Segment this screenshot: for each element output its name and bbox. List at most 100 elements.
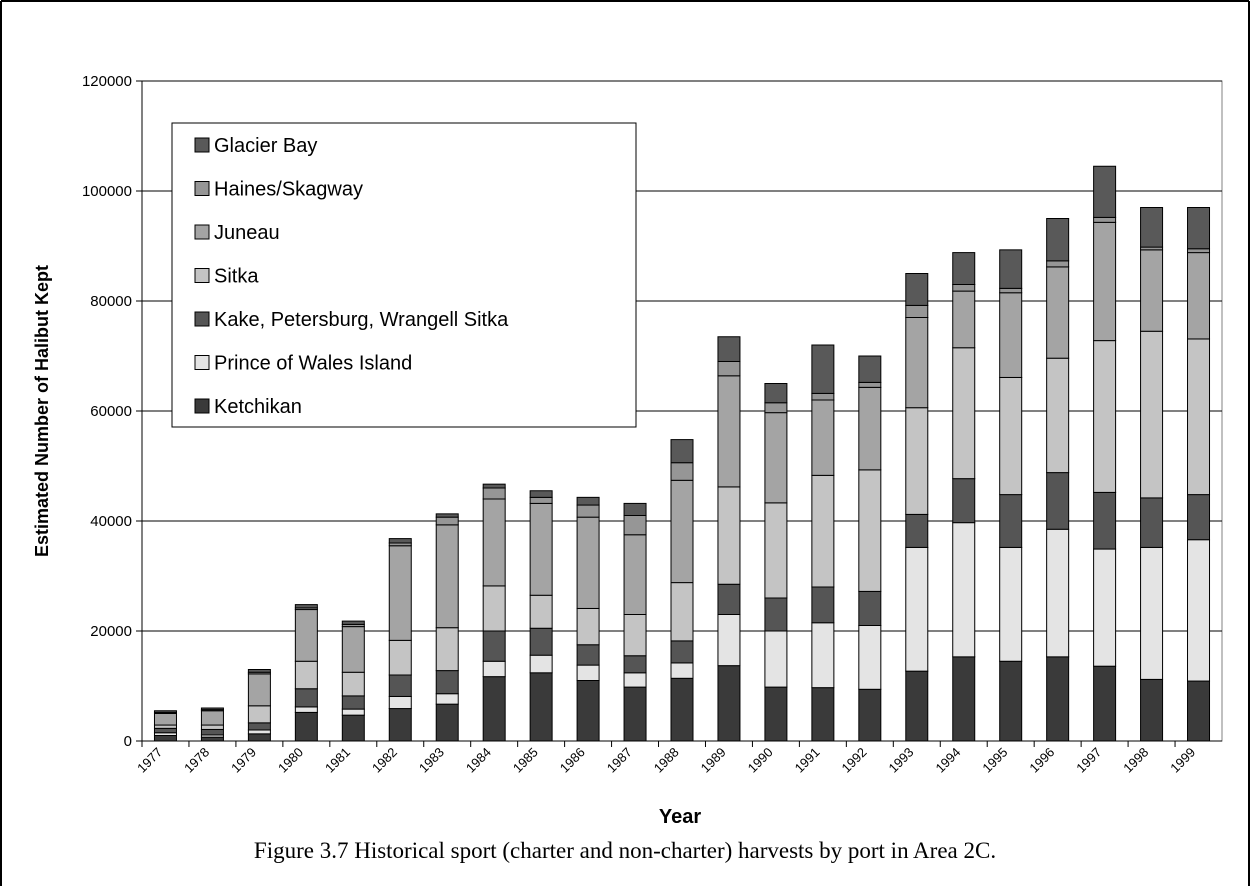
bar-segment	[153, 713, 177, 726]
bar-segment	[482, 676, 506, 742]
bar-segment	[153, 735, 177, 742]
bar-segment	[1187, 207, 1211, 250]
bar-segment	[576, 496, 600, 506]
bar-segment	[435, 516, 459, 526]
bar-segment	[1140, 249, 1164, 332]
bar-segment	[200, 724, 224, 730]
bar-segment	[717, 614, 741, 667]
bar-segment	[576, 644, 600, 666]
bar-segment	[623, 534, 647, 615]
x-tick-label: 1983	[416, 745, 447, 776]
bar-segment	[529, 502, 553, 596]
bar-segment	[858, 355, 882, 383]
bar-segment	[670, 640, 694, 664]
bar-segment	[764, 686, 788, 742]
bar-segment	[1046, 656, 1070, 742]
bar-segment	[952, 252, 976, 286]
bar-segment	[529, 627, 553, 656]
legend-label: Glacier Bay	[214, 135, 317, 157]
bar-segment	[905, 273, 929, 306]
bar-segment	[388, 708, 412, 742]
bar-segment	[623, 672, 647, 688]
x-tick-label: 1981	[322, 745, 353, 776]
bar-segment	[482, 483, 506, 489]
bar-segment	[1187, 494, 1211, 541]
bar-segment	[341, 714, 365, 742]
bar-segment	[717, 486, 741, 585]
bar-segment	[388, 538, 412, 544]
bar-segment	[529, 594, 553, 629]
x-tick-label: 1991	[792, 745, 823, 776]
bar-segment	[1093, 221, 1117, 342]
bar-segment	[764, 402, 788, 414]
bar-segment	[811, 344, 835, 394]
bar-segment	[482, 487, 506, 500]
bar-segment	[623, 515, 647, 536]
bar-segment	[482, 498, 506, 587]
bar-segment	[435, 627, 459, 672]
bar-segment	[200, 707, 224, 711]
bar-segment	[576, 680, 600, 742]
x-tick-label: 1989	[698, 745, 729, 776]
bar-segment	[905, 513, 929, 548]
legend-label: Prince of Wales Island	[214, 353, 412, 375]
bar-segment	[811, 474, 835, 588]
bar-segment	[482, 585, 506, 632]
bar-segment	[858, 381, 882, 388]
bar-segment	[1093, 491, 1117, 550]
bar-segment	[999, 287, 1023, 294]
x-tick-label: 1986	[557, 745, 588, 776]
bar-segment	[811, 622, 835, 689]
bar-segment	[294, 604, 318, 609]
bar-segment	[294, 706, 318, 713]
bar-segment	[1046, 260, 1070, 268]
bar-segment	[435, 524, 459, 629]
x-tick-label: 1990	[745, 745, 776, 776]
x-tick-label: 1979	[228, 745, 259, 776]
bar-segment	[1187, 338, 1211, 496]
bar-segment	[811, 392, 835, 401]
bar-segment	[858, 688, 882, 742]
bar-segment	[341, 708, 365, 716]
bar-segment	[811, 399, 835, 476]
bar-segment	[1140, 207, 1164, 248]
bar-segment	[294, 688, 318, 708]
bar-segment	[1187, 248, 1211, 254]
bar-segment	[247, 729, 271, 735]
bar-segment	[670, 677, 694, 742]
legend-label: Sitka	[214, 266, 259, 288]
bar-segment	[435, 513, 459, 518]
bar-segment	[1046, 266, 1070, 359]
bar-segment	[764, 383, 788, 404]
bar-segment	[858, 590, 882, 627]
bar-segment	[811, 687, 835, 742]
bar-segment	[247, 669, 271, 673]
bar-segment	[1187, 252, 1211, 340]
bar-segment	[1046, 472, 1070, 530]
bar-segment	[717, 665, 741, 742]
bar-segment	[764, 630, 788, 688]
bar-segment	[576, 504, 600, 518]
bar-segment	[153, 710, 177, 713]
x-tick-label: 1995	[979, 745, 1010, 776]
bar-segment	[858, 625, 882, 690]
bar-segment	[576, 664, 600, 681]
bar-segment	[811, 586, 835, 624]
bar-segment	[670, 582, 694, 642]
bar-segment	[999, 546, 1023, 662]
legend-swatch	[194, 137, 210, 153]
bar-segment	[1093, 216, 1117, 223]
bar-segment	[717, 361, 741, 377]
x-axis-label: Year	[659, 806, 701, 828]
bar-segment	[200, 728, 224, 736]
legend-swatch	[194, 355, 210, 370]
bar-segment	[999, 660, 1023, 742]
bar-segment	[905, 317, 929, 409]
bar-segment	[1093, 665, 1117, 742]
bar-segment	[717, 375, 741, 488]
x-tick-label: 1984	[463, 745, 494, 776]
x-tick-label: 1997	[1073, 745, 1104, 776]
legend-box	[171, 122, 637, 428]
bar-segment	[1046, 218, 1070, 262]
